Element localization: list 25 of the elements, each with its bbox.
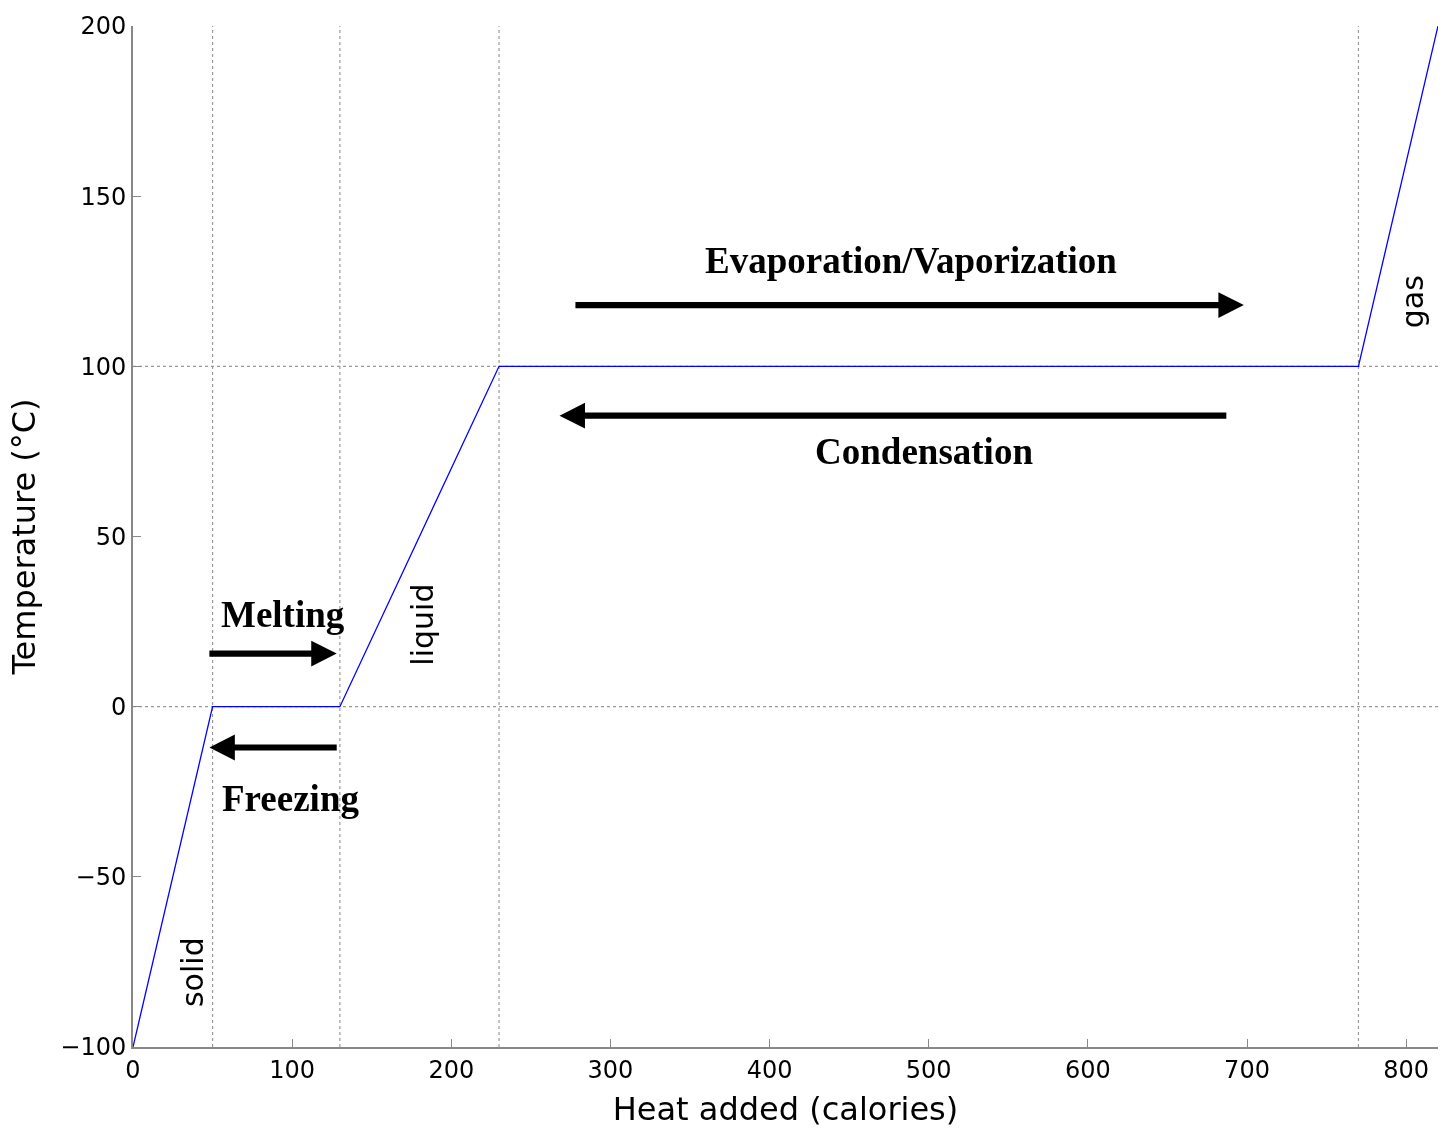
y-tick-label: 50 [95,522,127,551]
annotation: Melting [221,594,345,635]
annotation: Condensation [815,431,1034,472]
y-axis-title: Temperature (°C) [5,398,44,676]
annotation: gas [1394,275,1430,329]
line-series [133,26,1438,1047]
y-tick-label: 150 [80,182,127,211]
y-tick-label: −50 [75,863,127,892]
annotation: liquid [404,583,440,666]
annotation: solid [174,937,210,1008]
x-tick-label: 800 [1383,1055,1430,1084]
x-tick-label: 200 [428,1055,475,1084]
x-tick-label: 300 [587,1055,634,1084]
y-tick-label: 200 [80,12,127,41]
annotation: Freezing [222,778,360,819]
y-tick-label: 100 [80,352,127,381]
x-tick-label: 500 [905,1055,952,1084]
x-tick-label: 400 [746,1055,793,1084]
x-tick-label: 600 [1064,1055,1111,1084]
y-tick-label: −100 [60,1033,127,1062]
x-tick-label: 100 [269,1055,316,1084]
annotation: Evaporation/Vaporization [705,240,1118,281]
y-tick-label: 0 [110,693,127,722]
x-tick-label: 700 [1224,1055,1270,1084]
x-axis-title: Heat added (calories) [612,1090,959,1129]
